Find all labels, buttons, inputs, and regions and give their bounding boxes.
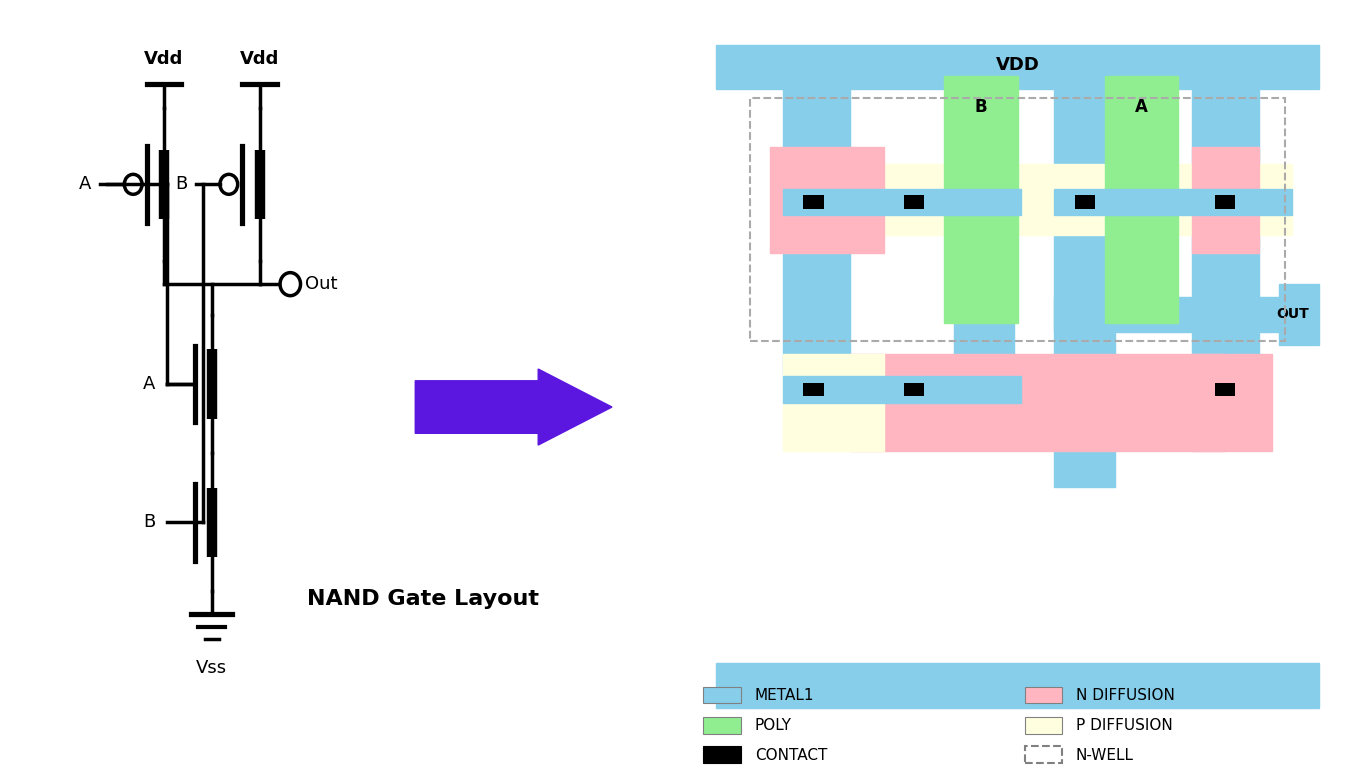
Text: A: A	[142, 375, 156, 393]
Bar	[750, 98, 1285, 341]
Text: B: B	[175, 175, 187, 194]
Text: A: A	[1135, 98, 1147, 116]
FancyArrow shape	[415, 369, 612, 445]
Bar	[703, 746, 742, 763]
Text: N DIFFUSION: N DIFFUSION	[1076, 687, 1175, 703]
Text: A: A	[79, 175, 92, 194]
Text: METAL1: METAL1	[754, 687, 814, 703]
Bar	[1191, 89, 1258, 376]
Text: CONTACT: CONTACT	[754, 747, 826, 763]
Bar	[770, 147, 884, 253]
Bar	[1105, 76, 1179, 323]
Bar	[1024, 717, 1063, 734]
Text: VDD: VDD	[996, 56, 1040, 74]
Text: POLY: POLY	[754, 718, 792, 733]
Text: B: B	[974, 98, 988, 116]
Bar	[1191, 354, 1272, 452]
Text: Vdd: Vdd	[240, 50, 279, 68]
Bar	[803, 383, 824, 396]
Bar	[784, 89, 850, 376]
Bar	[784, 354, 884, 452]
Bar	[803, 195, 824, 209]
Bar	[1216, 383, 1235, 396]
Bar	[904, 195, 923, 209]
Text: Vdd: Vdd	[145, 50, 183, 68]
Bar	[1055, 189, 1292, 215]
Bar	[784, 164, 1292, 235]
Bar	[944, 76, 1018, 323]
Bar	[784, 189, 1020, 215]
Text: B: B	[143, 513, 156, 531]
Bar	[1191, 147, 1258, 253]
Bar	[1216, 195, 1235, 209]
Bar	[1055, 296, 1295, 332]
Bar	[904, 383, 923, 396]
Text: Out: Out	[306, 275, 337, 293]
Text: NAND Gate Layout: NAND Gate Layout	[307, 589, 540, 609]
Bar	[850, 354, 1225, 452]
Text: N-WELL: N-WELL	[1076, 747, 1134, 763]
Bar	[1024, 746, 1063, 763]
Bar	[1024, 687, 1063, 703]
Bar	[1055, 89, 1115, 487]
Bar	[703, 717, 742, 734]
Bar	[716, 664, 1320, 707]
Bar	[703, 687, 742, 703]
Bar	[784, 376, 1020, 402]
Text: P DIFFUSION: P DIFFUSION	[1076, 718, 1172, 733]
Text: OUT: OUT	[1276, 307, 1309, 322]
Bar	[953, 89, 1015, 376]
Bar	[1075, 195, 1094, 209]
Bar	[716, 45, 1320, 89]
Bar	[1279, 283, 1318, 346]
Text: Vss: Vss	[197, 659, 227, 677]
